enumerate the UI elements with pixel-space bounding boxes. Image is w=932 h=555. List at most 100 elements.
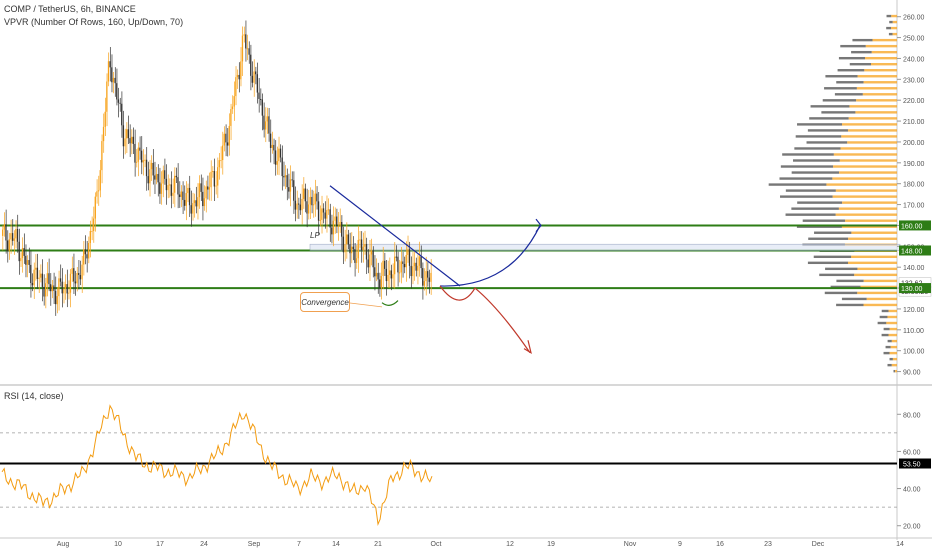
candle-body [193,200,196,204]
candle-body [336,216,338,227]
rsi-current-label: 53.50 [903,462,921,469]
volume-profile-bar-up [842,123,897,126]
volume-profile-bar-down [889,20,893,24]
candle-body [258,92,260,99]
volume-profile-bar-down [838,56,866,60]
candle-body [159,182,161,194]
volume-profile-bar-down [819,273,855,277]
volume-profile-bar-down [825,267,858,271]
volume-profile-bar-down [822,99,857,102]
candle-body [202,191,204,207]
candle-body [169,184,171,186]
volume-profile-bar-up [839,171,897,174]
candle-body [46,273,48,284]
candle-body [212,171,214,173]
volume-profile-bar-down [888,32,893,36]
candle-body [185,193,187,206]
volume-profile-bar-up [857,291,897,295]
volume-profile-bar-up [862,93,897,96]
volume-profile-bar-up [855,111,897,114]
candle-body [167,185,169,191]
candle-body [289,179,292,192]
price-tick-label: 200.00 [903,140,925,147]
candle-body [235,77,237,97]
volume-profile-bar-up [833,153,897,156]
candle-body [349,244,351,254]
candle-body [390,270,392,279]
candle-body [359,239,361,241]
volume-profile-bar-down [851,50,872,54]
candle-body [243,34,245,36]
candle-body [355,258,358,263]
candle-body [177,177,179,195]
time-tick-label: 10 [114,541,122,548]
volume-profile-bar-down [797,201,843,204]
volume-profile-bar-down [780,165,834,168]
candle-body [172,192,174,196]
volume-profile-bar-down [885,345,891,349]
candle-body [423,281,426,286]
candle-body [281,157,283,177]
candle-body [195,200,197,207]
time-tick-label: 9 [678,541,682,548]
candle-body [374,267,376,277]
candle-body [226,142,229,146]
candle-body [147,176,149,184]
candle-body [220,160,222,162]
volume-profile-bar-down [810,105,850,108]
candle-body [317,201,320,221]
candle-body [255,71,257,75]
candle-body [121,103,123,126]
candle-body [307,204,310,214]
candle-body [187,187,189,194]
volume-profile-bar-down [883,351,890,355]
candle-body [398,272,401,274]
candle-body [74,281,77,284]
candle-body [127,129,130,139]
candle-body [314,193,316,205]
candle-body [43,286,45,297]
candle-body [400,261,402,273]
candle-body [134,143,136,163]
candle-body [296,203,298,210]
candle-body [397,256,399,273]
volume-profile-bar-down [881,309,889,313]
candle-body [248,48,250,55]
candle-body [160,183,163,194]
candle-body [145,159,148,177]
candle-body [117,99,120,103]
volume-profile-bar-down [821,111,856,114]
candle-body [16,229,19,242]
candle-body [339,222,341,226]
candle-body [420,256,422,269]
volume-profile-bar-up [854,273,897,277]
volume-profile-bar-down [807,129,848,132]
candle-body [175,175,177,178]
candle-body [28,260,30,265]
volume-profile-bar-down [836,303,864,307]
volume-profile-bar-up [851,255,897,259]
price-tick-label: 190.00 [903,161,925,168]
candle-body [375,272,378,277]
volume-profile-bar-down [825,75,858,78]
candle-body [309,196,311,205]
candle-body [94,196,96,219]
candle-body [198,183,201,198]
volume-profile-bar-up [848,117,897,120]
convergence-bracket [381,300,399,306]
candle-body [278,148,280,162]
candle-body [337,225,340,227]
candle-body [332,220,335,235]
candle-body [230,109,232,126]
candle-body [228,125,230,146]
candle-body [274,150,277,165]
candle-body [306,201,308,214]
candle-body [322,208,325,213]
candle-body [165,178,168,191]
price-tick-label: 100.00 [903,349,925,356]
volume-profile-bar-down [849,63,872,66]
candle-body [140,150,143,163]
candle-body [6,240,9,251]
volume-profile-bar-up [826,183,897,186]
